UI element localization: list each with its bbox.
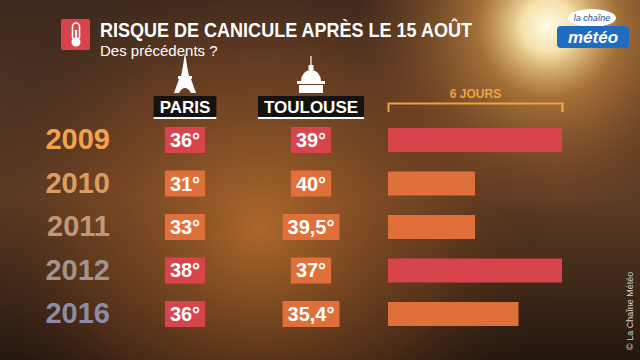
icon-part: [297, 81, 325, 84]
y-tick-label: 2016: [45, 297, 110, 329]
icon-part: [299, 85, 323, 93]
bar: [388, 171, 475, 195]
capitole-icon: [297, 56, 325, 93]
bars: [388, 128, 562, 326]
bar: [388, 258, 562, 282]
icon-part: [301, 70, 321, 81]
bar: [388, 128, 562, 152]
background-sun: [0, 0, 640, 360]
y-tick-label: 2012: [45, 254, 110, 286]
y-tick-label: 2009: [45, 123, 110, 155]
temperature-box: [291, 127, 331, 153]
x-tick-mark: [562, 103, 564, 112]
column-header-underline: [258, 117, 364, 119]
temperature-label: 36°: [170, 129, 200, 151]
temperature-cell: 40°: [291, 171, 331, 197]
bar: [388, 302, 519, 326]
temperature-columns: PARIS 36° 31° 33° 38° 36° TOULOUSE 39° 40° 39,5° 3…: [154, 52, 364, 327]
column-header-underline: [154, 117, 217, 119]
temperature-box: [165, 171, 205, 197]
y-tick: 2016: [45, 297, 110, 329]
icon-part: [309, 65, 314, 70]
temperature-box: [283, 214, 340, 240]
temperature-cell: 39,5°: [283, 214, 340, 240]
temperature-label: 36°: [170, 303, 200, 325]
temperature-cell: 36°: [165, 127, 205, 153]
background: [0, 0, 640, 360]
temperature-label: 40°: [296, 173, 326, 195]
temperature-cell: 38°: [165, 257, 205, 283]
temperature-box: [165, 214, 205, 240]
eiffel-tower-icon: [174, 52, 196, 93]
column-header: PARIS: [160, 98, 211, 117]
temperature-label: 39°: [296, 129, 326, 151]
y-tick: 2010: [45, 167, 110, 199]
temperature-cell: 39°: [291, 127, 331, 153]
column-header-bg: [154, 96, 217, 118]
temperature-cell: 35,4°: [283, 301, 340, 327]
column: PARIS 36° 31° 33° 38° 36°: [154, 52, 217, 327]
icon-mercury: [75, 30, 77, 40]
y-tick-label: 2011: [47, 210, 110, 242]
bar: [388, 215, 475, 239]
column-header-bg: [258, 96, 364, 118]
background-glow: [0, 0, 640, 360]
y-tick: 2011: [47, 210, 110, 242]
temperature-cell: 31°: [165, 171, 205, 197]
y-tick: 2012: [45, 254, 110, 286]
temperature-box: [165, 127, 205, 153]
temperature-label: 37°: [296, 259, 326, 281]
logo-bottom: météo: [568, 28, 618, 47]
temperature-box: [291, 257, 331, 283]
temperature-box: [283, 301, 340, 327]
icon-part: [310, 56, 311, 66]
temperature-label: 33°: [170, 216, 200, 238]
temperature-label: 31°: [170, 173, 200, 195]
y-tick: 2009: [45, 123, 110, 155]
x-tick-label: 6 JOURS: [450, 87, 501, 101]
axis-line: [389, 104, 563, 113]
x-axis: 6 JOURS: [389, 87, 563, 112]
icon-box: [61, 19, 90, 50]
column-header: TOULOUSE: [264, 98, 358, 117]
title: RISQUE DE CANICULE APRÈS LE 15 AOÛT: [100, 18, 472, 41]
temperature-box: [165, 257, 205, 283]
chart-svg: RISQUE DE CANICULE APRÈS LE 15 AOÛTDes p…: [0, 0, 640, 360]
temperature-label: 35,4°: [288, 303, 335, 325]
temperature-cell: 36°: [165, 301, 205, 327]
chart-root: RISQUE DE CANICULE APRÈS LE 15 AOÛTDes p…: [0, 0, 640, 360]
logo-badge: [568, 9, 616, 27]
column: TOULOUSE 39° 40° 39,5° 37° 35,4°: [258, 56, 364, 327]
thermometer-icon: [61, 19, 90, 50]
y-tick-label: 2010: [45, 167, 110, 199]
icon-tube: [73, 23, 80, 40]
x-tick: 6 JOURS: [450, 87, 563, 112]
y-axis: 2009 2010 2011 2012 2016: [45, 123, 110, 329]
temperature-box: [291, 171, 331, 197]
logo: la chaîne météo: [557, 9, 629, 48]
temperature-cell: 33°: [165, 214, 205, 240]
logo-box: [557, 26, 629, 48]
temperature-box: [165, 301, 205, 327]
temperature-label: 39,5°: [288, 216, 335, 238]
temperature-cell: 37°: [291, 257, 331, 283]
source: © La Chaîne Météo: [625, 272, 635, 350]
subtitle: Des précédents ?: [100, 42, 218, 59]
temperature-label: 38°: [170, 259, 200, 281]
logo-top: la chaîne: [574, 13, 611, 23]
